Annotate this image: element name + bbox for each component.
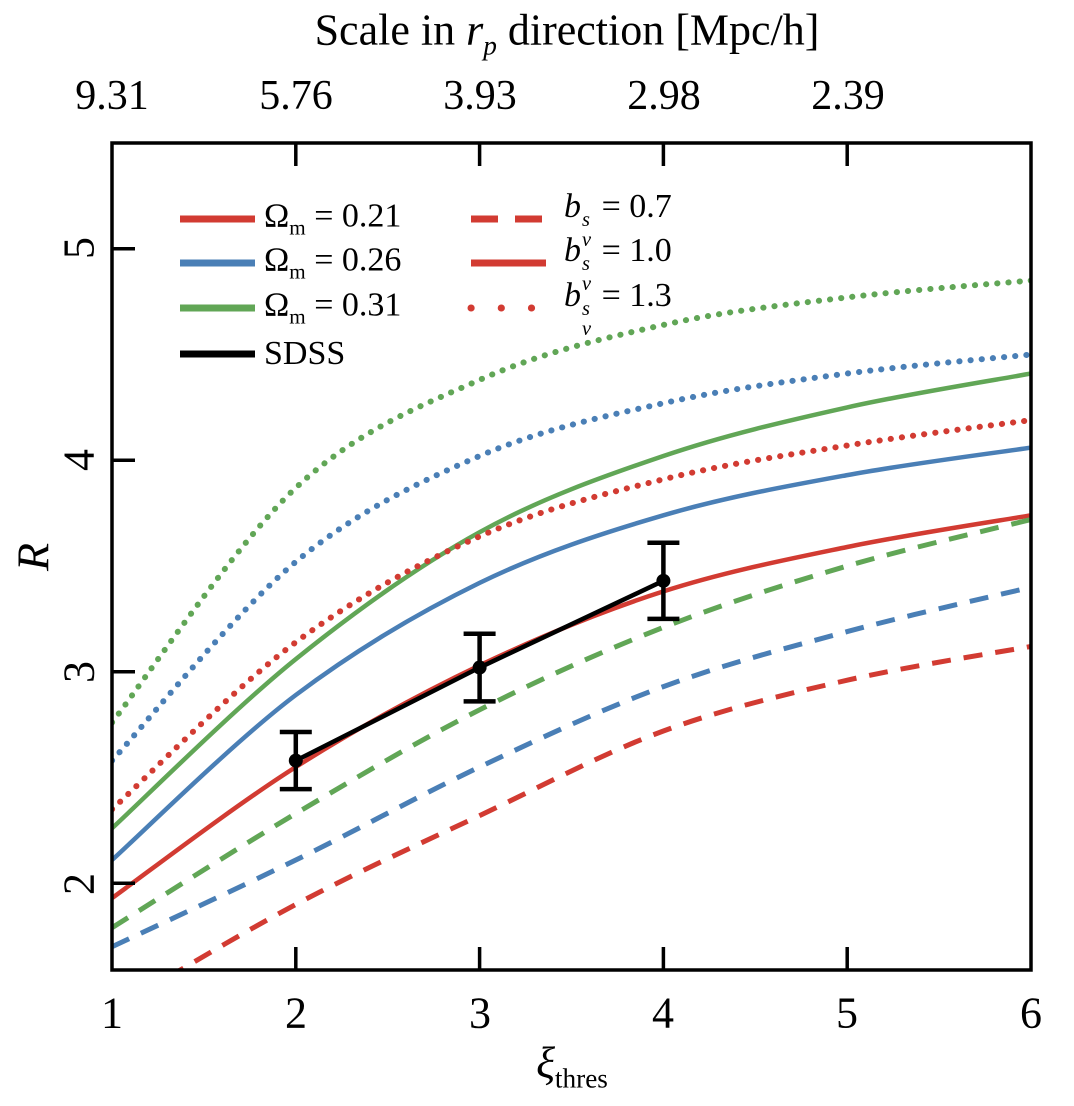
sdss-point — [656, 573, 671, 588]
bottom-tick-label: 3 — [469, 988, 491, 1038]
curve-blue-dashed — [112, 584, 1031, 949]
curve-green-solid — [112, 371, 1031, 830]
left-tick-label: 4 — [54, 449, 104, 471]
curve-blue-solid — [112, 445, 1031, 862]
top-axis-title-post: direction [Mpc/h] — [496, 5, 820, 55]
sdss-point — [288, 753, 303, 768]
legend-label-sdss: SDSS — [264, 335, 346, 372]
top-axis-title-sub: p — [483, 30, 497, 61]
axes — [110, 141, 1033, 972]
sdss-point — [472, 660, 487, 675]
x-axis-label-sub: thres — [554, 1063, 608, 1094]
left-tick-label: 3 — [54, 661, 104, 683]
curve-red-dotted — [112, 417, 1031, 813]
legend-label-omega-021: Ωm = 0.21 — [264, 197, 402, 240]
top-tick-label: 2.39 — [811, 73, 885, 119]
left-tick-label: 5 — [54, 237, 104, 259]
top-axis-title: Scale in rp direction [Mpc/h] — [315, 5, 820, 62]
x-axis-label: ξthres — [536, 1038, 608, 1095]
top-tick-label: 9.31 — [75, 73, 149, 119]
top-tick-label: 5.76 — [259, 73, 333, 119]
plot-frame — [110, 141, 1033, 972]
top-tick-label: 3.93 — [443, 73, 517, 119]
y-axis-label: R — [7, 542, 59, 572]
legend-label-omega-026: Ωm = 0.26 — [264, 241, 402, 284]
sdss-series — [279, 540, 680, 792]
top-tick-label: 2.98 — [627, 73, 701, 119]
bottom-tick-label: 6 — [1020, 988, 1042, 1038]
legend-samples — [180, 215, 550, 358]
bottom-tick-label: 4 — [652, 988, 674, 1038]
left-tick-label: 2 — [54, 873, 104, 895]
x-axis-label-var: ξ — [536, 1038, 555, 1088]
curve-green-dashed — [112, 517, 1031, 930]
bottom-tick-label: 5 — [836, 988, 858, 1038]
top-axis-title-var: r — [466, 5, 484, 55]
curve-blue-dotted — [112, 351, 1031, 764]
model-curves — [112, 277, 1031, 970]
bottom-tick-label: 2 — [285, 988, 307, 1038]
top-axis-title-pre: Scale in — [314, 5, 467, 55]
legend-label-omega-031: Ωm = 0.31 — [264, 286, 402, 329]
bottom-tick-label: 1 — [101, 988, 123, 1038]
